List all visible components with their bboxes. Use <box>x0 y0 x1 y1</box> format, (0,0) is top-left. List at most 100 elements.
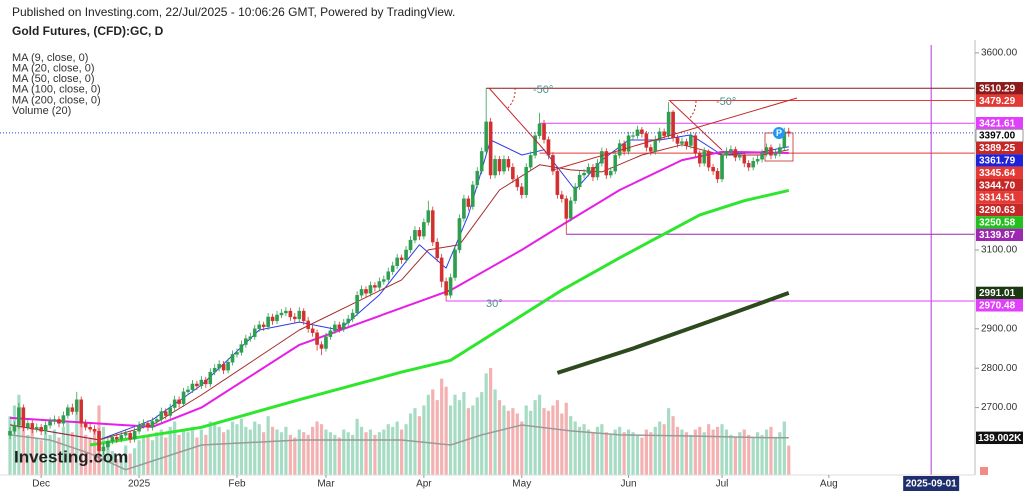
candle-body <box>83 423 88 428</box>
volume-bar <box>146 434 150 475</box>
volume-bar <box>342 429 346 475</box>
price-label: 3479.29 <box>979 96 1016 107</box>
candle-body <box>43 425 48 432</box>
candle-body <box>497 159 502 172</box>
price-label: 2991.01 <box>979 288 1016 299</box>
volume-bar <box>426 394 430 475</box>
candle-body <box>163 411 168 416</box>
candle-body <box>208 371 213 385</box>
x-tick-label: Feb <box>228 479 246 490</box>
price-label-box <box>976 154 1023 167</box>
volume-bar <box>88 437 92 475</box>
candle-body <box>39 427 43 432</box>
candle-body <box>382 279 386 282</box>
volume-bar <box>622 432 626 475</box>
volume-bar <box>279 432 284 475</box>
candle-body <box>26 423 30 428</box>
y-tick-label: 2900.00 <box>981 323 1018 334</box>
candle-body <box>537 123 542 136</box>
price-label: 3510.29 <box>979 83 1016 94</box>
volume-bar <box>79 413 83 475</box>
candle-body <box>430 210 435 243</box>
volume-bar <box>715 426 720 475</box>
candle-body <box>457 218 462 251</box>
legend: MA (9, close, 0)MA (20, close, 0)MA (50,… <box>12 52 101 117</box>
angle-label: -50° <box>533 84 553 96</box>
candle-body <box>546 139 551 156</box>
candle-body <box>746 163 751 168</box>
trend-line <box>669 100 723 151</box>
volume-bar <box>756 432 760 475</box>
candle-body <box>617 143 622 156</box>
volume-bar <box>707 424 711 475</box>
volume-bar <box>217 426 221 475</box>
volume-bar <box>778 432 782 475</box>
volume-bar <box>377 432 381 475</box>
candle-body <box>123 433 128 436</box>
axis-background <box>975 40 1024 493</box>
candle-body <box>462 198 466 219</box>
volume-bar <box>698 426 702 475</box>
volume-bar <box>782 421 786 475</box>
price-label: 3397.00 <box>979 131 1016 142</box>
candle-body <box>150 421 155 428</box>
volume-bar <box>199 429 203 475</box>
candle-body <box>644 133 649 148</box>
volume-bar <box>57 437 61 475</box>
volume-bar <box>649 432 653 475</box>
y-tick-label: 2700.00 <box>981 402 1018 413</box>
volume-bar <box>8 416 12 475</box>
candle-body <box>168 407 173 416</box>
candle-body <box>528 155 533 168</box>
volume-bar <box>155 432 159 475</box>
volume-bar <box>578 426 582 475</box>
volume-bar <box>311 426 315 475</box>
candle-body <box>106 440 110 448</box>
volume-bar <box>119 456 123 475</box>
volume-bar <box>502 405 506 475</box>
volume-bar <box>239 418 244 475</box>
volume-bar <box>70 432 74 475</box>
volume-bar <box>253 421 257 475</box>
candle-body <box>591 166 595 178</box>
volume-bar <box>208 421 212 475</box>
volume-bar <box>92 429 97 475</box>
candle-body <box>519 186 524 195</box>
volume-bar <box>555 400 559 475</box>
candle-body <box>337 324 342 329</box>
volume-bar <box>266 416 270 475</box>
price-label-box <box>976 141 1023 155</box>
candle-body <box>577 174 582 188</box>
price-label: 3250.58 <box>979 218 1016 229</box>
candle-body <box>74 399 79 412</box>
candle-body <box>542 123 546 140</box>
candle-body <box>155 419 159 422</box>
volume-bar <box>667 408 671 475</box>
candle-body <box>724 151 729 156</box>
candle-body <box>288 310 293 318</box>
candle-body <box>248 336 253 339</box>
candle-body <box>12 425 17 432</box>
volume-bar <box>506 410 511 475</box>
volume-bar <box>346 432 350 475</box>
candle-body <box>604 151 609 176</box>
volume-bar <box>724 429 729 475</box>
volume-bar <box>760 434 764 475</box>
price-label: 3290.63 <box>979 205 1016 216</box>
candle-body <box>635 129 640 136</box>
volume-bar <box>195 437 199 475</box>
legend-item: Volume (20) <box>12 105 71 117</box>
candle-body <box>181 391 186 404</box>
volume-bar <box>564 402 568 475</box>
volume-bar <box>48 434 52 475</box>
volume-bar <box>404 424 408 475</box>
candle-body <box>422 222 426 237</box>
candle-body <box>778 147 782 154</box>
volume-ma-line <box>9 424 789 471</box>
candle-body <box>8 431 12 436</box>
volume-bar <box>173 421 177 475</box>
volume-bar <box>537 394 542 475</box>
candle-body <box>350 312 355 320</box>
volume-bar <box>159 429 163 475</box>
